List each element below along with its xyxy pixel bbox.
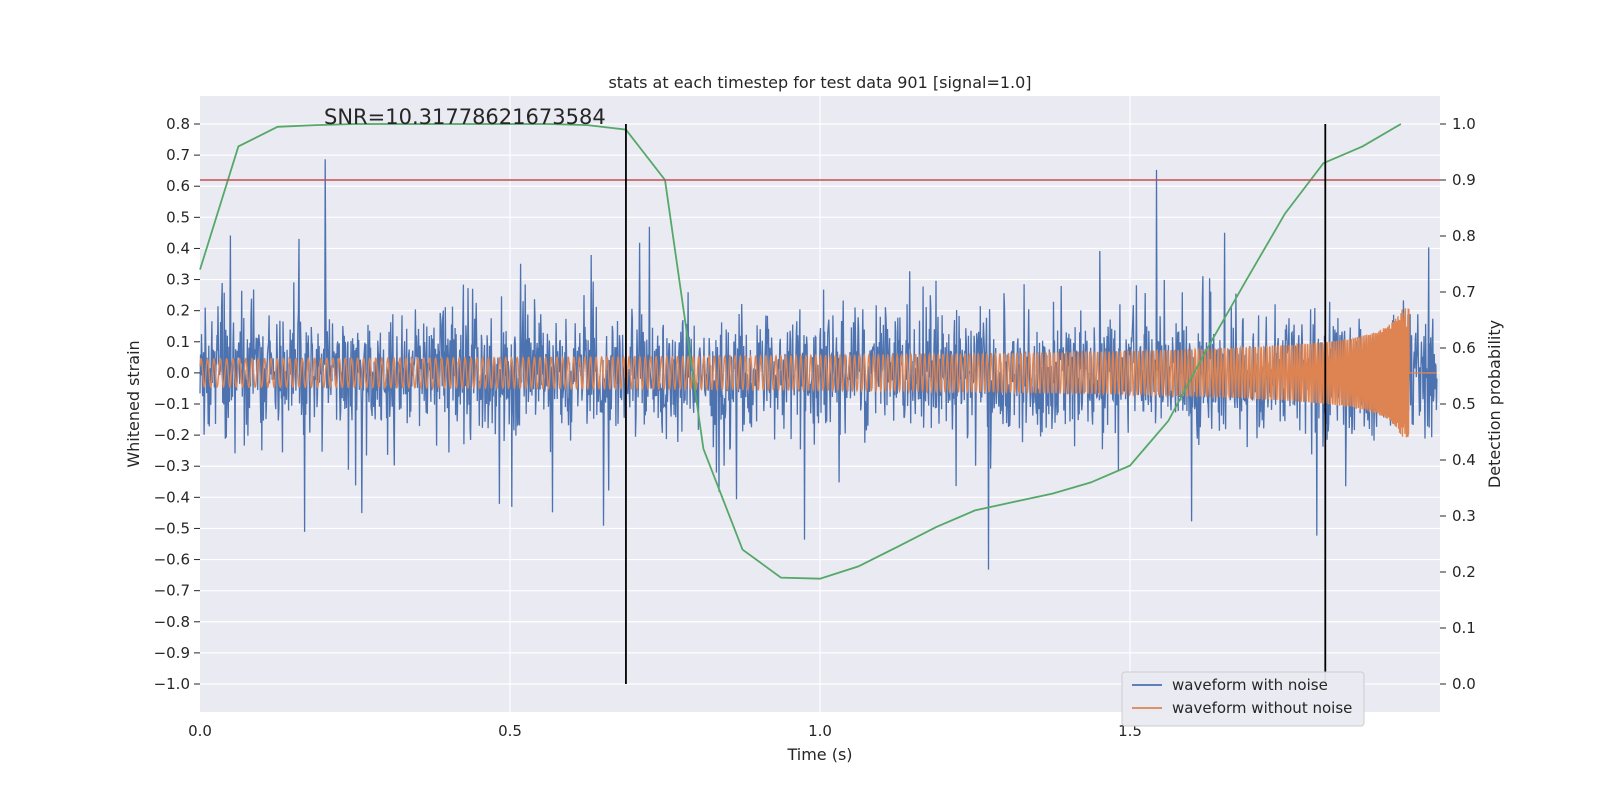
y-tick-label: −1.0: [154, 675, 190, 693]
reference-lines: [200, 124, 1440, 684]
x-axis-label: Time (s): [786, 745, 852, 764]
series-detection-probability: [199, 123, 1402, 580]
y2-tick-label: 0.2: [1452, 563, 1476, 581]
y-tick-label: −0.7: [154, 582, 190, 600]
y-tick-label: −0.1: [154, 395, 190, 413]
y-tick-label: −0.5: [154, 519, 190, 537]
legend-label-clean: waveform without noise: [1172, 699, 1352, 717]
x-tick-label: 0.5: [498, 722, 522, 740]
line-detection-probability: [199, 123, 1402, 580]
y2-tick-label: 0.6: [1452, 339, 1476, 357]
y-tick-label: 0.2: [166, 302, 190, 320]
y-tick-label: 0.4: [166, 239, 190, 257]
y2-axis-label: Detection probability: [1485, 320, 1504, 488]
snr-annotation: SNR=10.31778621673584: [324, 105, 606, 129]
y-tick-label: 0.7: [166, 146, 190, 164]
x-axis-ticks: 0.0 0.5 1.0 1.5: [188, 722, 1142, 740]
y-axis-label: Whitened strain: [124, 340, 143, 467]
y-axis-ticks: 0.8 0.7 0.6 0.5 0.4 0.3 0.2 0.1 0.0 −0.1 −0.2 −0.3 −…: [154, 115, 200, 693]
y-tick-label: 0.5: [166, 208, 190, 226]
y2-tick-label: 0.9: [1452, 171, 1476, 189]
series-waveform-without-noise: [199, 308, 1437, 438]
y-tick-label: −0.2: [154, 426, 190, 444]
y-tick-label: −0.4: [154, 488, 190, 506]
chart-title: stats at each timestep for test data 901…: [608, 73, 1031, 92]
y-tick-label: −0.9: [154, 644, 190, 662]
y2-tick-label: 0.3: [1452, 507, 1476, 525]
y2-axis-ticks: 1.0 0.9 0.8 0.7 0.6 0.5 0.4 0.3 0.2 0.1 0.0: [1440, 115, 1476, 693]
y2-tick-label: 0.5: [1452, 395, 1476, 413]
y-tick-label: 0.1: [166, 333, 190, 351]
y-tick-label: −0.8: [154, 613, 190, 631]
x-tick-label: 1.0: [808, 722, 832, 740]
legend-label-noise: waveform with noise: [1172, 676, 1328, 694]
legend-box: [1121, 671, 1365, 727]
y-tick-label: −0.6: [154, 551, 190, 569]
y2-tick-label: 0.0: [1452, 675, 1476, 693]
line-waveform-without-noise: [199, 308, 1437, 438]
y-tick-label: 0.8: [166, 115, 190, 133]
y2-tick-label: 1.0: [1452, 115, 1476, 133]
series-waveform-with-noise: [199, 159, 1438, 570]
legend: waveform with noise waveform without noi…: [1121, 671, 1365, 727]
y2-tick-label: 0.1: [1452, 619, 1476, 637]
y-tick-label: 0.0: [166, 364, 190, 382]
y-tick-label: 0.6: [166, 177, 190, 195]
y2-tick-label: 0.4: [1452, 451, 1476, 469]
x-tick-label: 0.0: [188, 722, 212, 740]
y-tick-label: 0.3: [166, 271, 190, 289]
y2-tick-label: 0.7: [1452, 283, 1476, 301]
line-waveform-with-noise: [199, 159, 1438, 570]
y-tick-label: −0.3: [154, 457, 190, 475]
y2-tick-label: 0.8: [1452, 227, 1476, 245]
